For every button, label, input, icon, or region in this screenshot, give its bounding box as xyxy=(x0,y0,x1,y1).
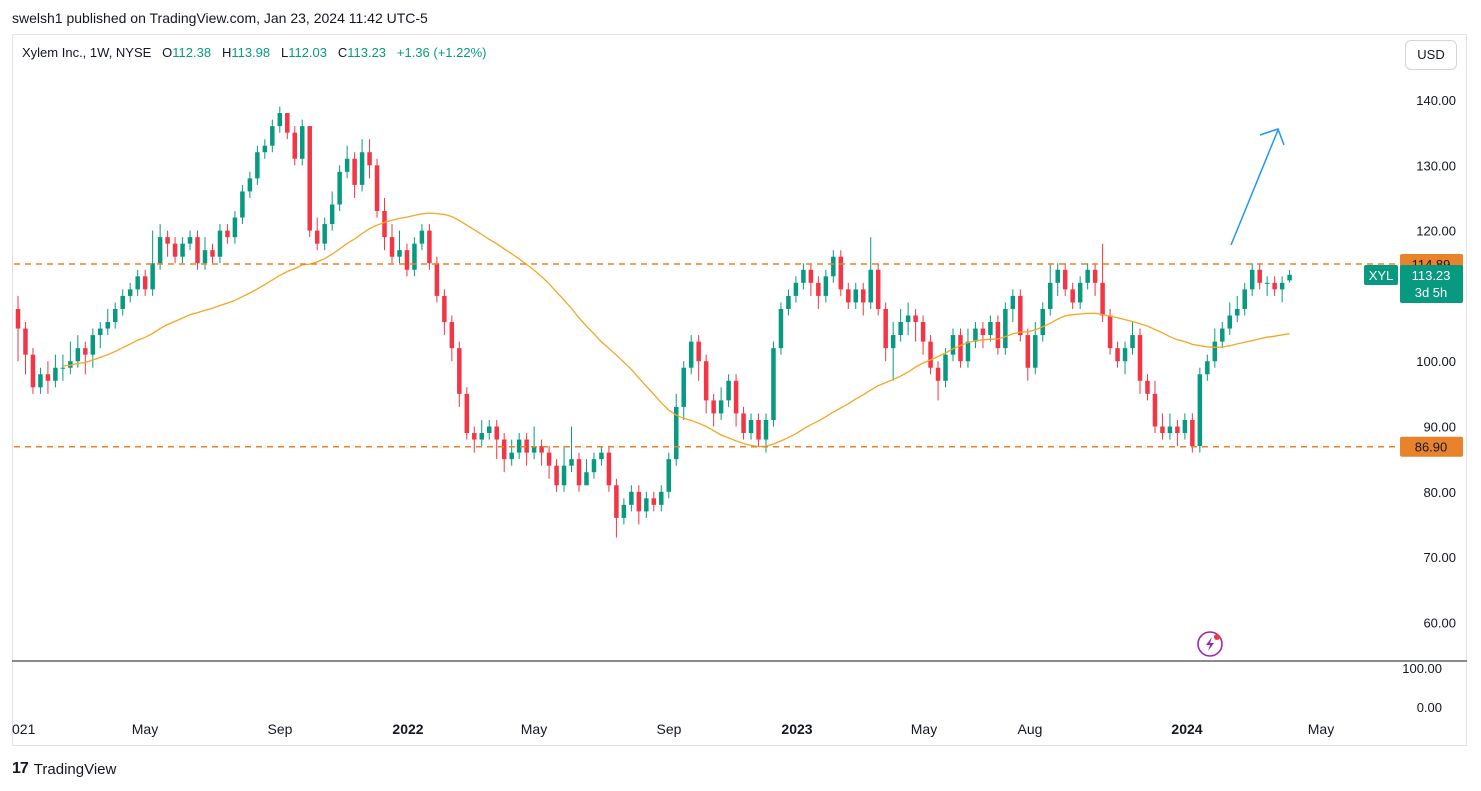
open-value: 112.38 xyxy=(172,45,212,60)
symbol-name: Xylem Inc., 1W, NYSE xyxy=(22,45,152,60)
change-value: +1.36 (+1.22%) xyxy=(396,45,487,60)
low-value: 112.03 xyxy=(288,45,327,60)
close-value: 113.23 xyxy=(347,45,387,60)
open-label: O xyxy=(162,45,173,60)
high-value: 113.98 xyxy=(231,45,271,60)
currency-button[interactable]: USD xyxy=(1405,40,1457,70)
symbol-legend: Xylem Inc., 1W, NYSE O112.38 H113.98 L11… xyxy=(22,45,487,60)
high-label: H xyxy=(221,45,232,60)
low-label: L xyxy=(280,45,289,60)
footer-brand[interactable]: 17 TradingView xyxy=(12,760,116,778)
close-label: C xyxy=(337,45,348,60)
tradingview-logo-icon: 17 xyxy=(12,760,29,777)
brand-name: TradingView xyxy=(33,760,117,778)
chart-frame[interactable] xyxy=(12,34,1467,746)
publisher-line: swelsh1 published on TradingView.com, Ja… xyxy=(12,10,428,26)
